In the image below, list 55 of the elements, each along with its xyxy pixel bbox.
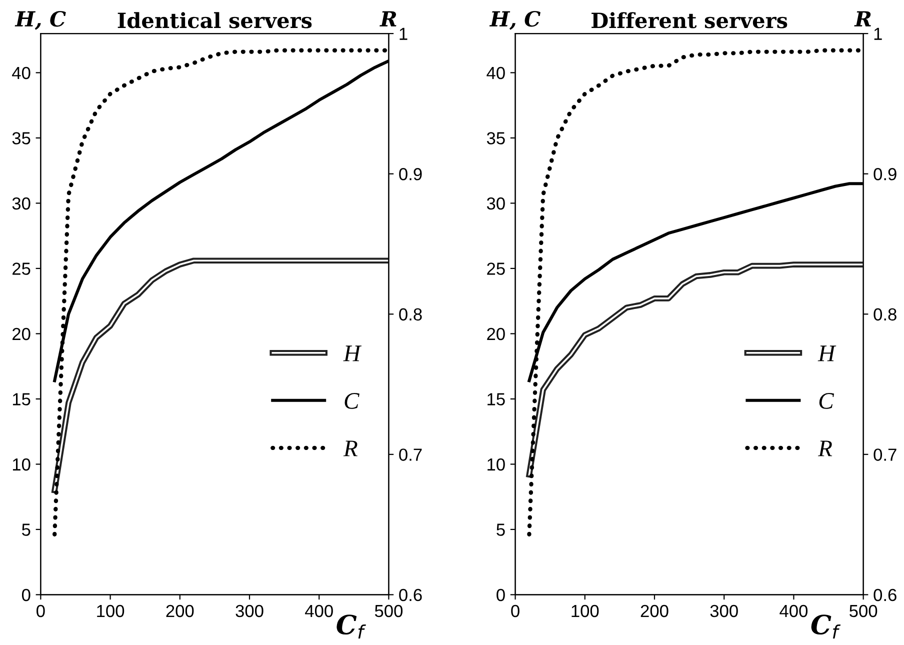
x-tick-label: 400 [780,604,808,618]
y-tick-label: 15 [12,393,30,406]
y2-tick-label: 0.9 [874,168,896,180]
y-tick-label: 35 [486,132,505,144]
x-tick-label: 100 [572,604,599,618]
y-tick-label: 10 [12,458,30,471]
y-tick-label: 10 [488,458,505,471]
legend-label: R [818,440,832,456]
x-axis-title: C$_{f}$ [811,614,841,639]
chart-title: Identical servers [118,12,312,28]
legend-label: H [818,346,836,362]
y2-axis-title: R [854,11,871,26]
x-tick-label: 0 [511,604,520,618]
y-tick-label: 30 [12,197,30,210]
y-tick-label: 40 [486,66,505,80]
y-axis-title: H, C [489,10,540,30]
y2-axis-title: R [380,11,396,26]
y2-tick-label: 0.6 [399,588,422,602]
x-tick-label: 500 [374,604,403,618]
y-tick-label: 0 [496,588,505,602]
y2-tick-label: 0.8 [874,308,896,321]
y-tick-label: 0 [22,588,30,602]
y-tick-label: 30 [486,197,505,210]
y-tick-label: 20 [12,328,30,340]
y2-tick-label: 1 [400,28,408,40]
y2-tick-label: 0.6 [874,588,896,602]
y-tick-label: 20 [487,328,505,340]
y2-tick-label: 0.9 [399,168,422,180]
y-tick-label: 5 [22,524,30,536]
legend-label: H [343,346,362,362]
y-tick-label: 25 [12,262,30,275]
y-tick-label: 40 [12,66,30,80]
x-tick-label: 200 [166,604,194,618]
line-series [527,48,864,536]
y-tick-label: 5 [496,524,505,536]
x-tick-label: 500 [850,604,878,618]
x-tick-label: 100 [97,604,124,618]
y2-tick-label: 0.8 [399,308,422,321]
legend-label: C [819,393,834,409]
y-tick-label: 35 [12,132,30,144]
y-tick-label: 15 [488,393,505,406]
x-tick-label: 300 [710,604,738,618]
legend-label: R [343,440,358,456]
x-tick-label: 300 [236,604,264,618]
y-tick-label: 25 [487,262,505,275]
y2-tick-label: 1 [874,28,882,40]
chart-title: Different servers [592,12,788,28]
x-tick-label: 400 [305,604,333,618]
y-axis-title: H, C [14,10,66,30]
legend-label: C [344,393,360,409]
y2-tick-label: 0.7 [399,448,422,461]
x-tick-label: 200 [640,604,668,618]
y2-tick-label: 0.7 [874,448,896,461]
x-tick-label: 0 [36,604,45,618]
x-axis-title: C$_{f}$ [336,614,366,639]
